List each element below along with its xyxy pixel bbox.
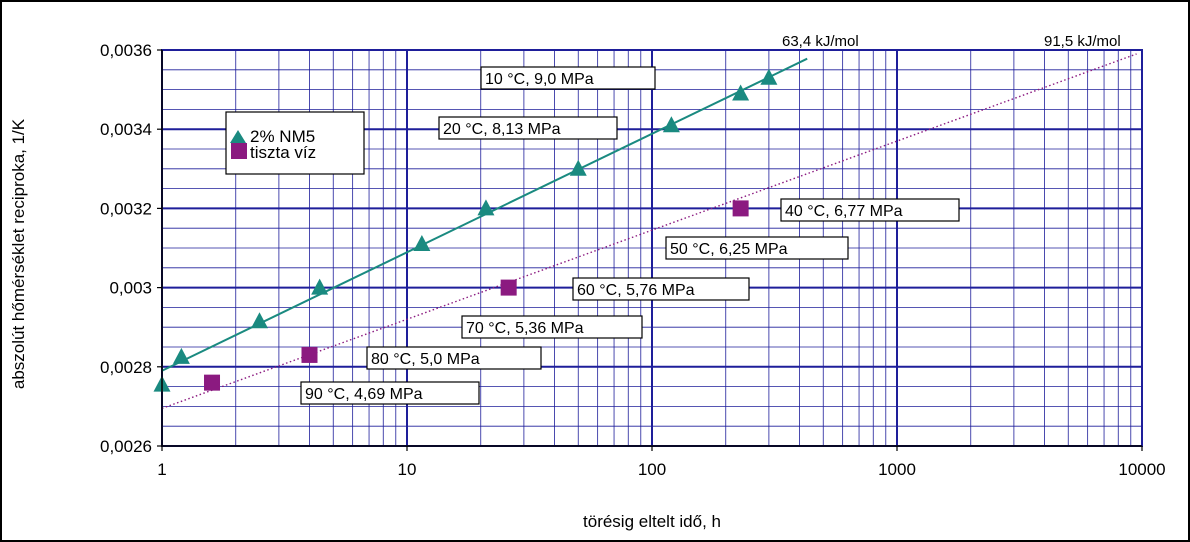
annotation-box: [438, 116, 618, 140]
annotation-text: 90 °C, 4,69 MPa: [305, 386, 423, 403]
trendline: [161, 53, 1137, 410]
annotation-label: 80 °C, 5,0 MPa: [366, 346, 542, 370]
data-point-2pct-nm5: [760, 68, 778, 85]
y-tick-label: 0,0028: [100, 358, 152, 377]
x-axis-label: törésig eltelt idő, h: [583, 512, 721, 531]
legend-marker-tiszta-viz: [231, 143, 247, 159]
x-tick-label: 100: [638, 460, 666, 479]
data-point-2pct-nm5: [311, 278, 329, 295]
annotation-label: 40 °C, 6,77 MPa: [780, 198, 960, 222]
annotation-text: 40 °C, 6,77 MPa: [785, 203, 903, 220]
annotation-box: [665, 236, 849, 260]
annotation-label: 10 °C, 9,0 MPa: [480, 66, 656, 90]
x-tick-label: 10: [398, 460, 417, 479]
data-point-2pct-nm5: [250, 312, 268, 329]
annotation-label: 70 °C, 5,36 MPa: [461, 315, 643, 339]
trendline-label: 91,5 kJ/mol: [1044, 33, 1121, 50]
data-point-2pct-nm5: [569, 159, 587, 176]
legend-marker-2pct-nm5: [230, 130, 246, 143]
trendline-label: 63,4 kJ/mol: [782, 33, 859, 50]
annotation-box: [480, 66, 656, 90]
annotation-text: 60 °C, 5,76 MPa: [577, 282, 695, 299]
y-tick-label: 0,0036: [100, 41, 152, 60]
annotation-text: 50 °C, 6,25 MPa: [670, 241, 788, 258]
annotation-text: 20 °C, 8,13 MPa: [443, 121, 561, 138]
data-markers: [153, 68, 778, 392]
data-point-2pct-nm5: [413, 235, 431, 252]
data-point-2pct-nm5: [172, 347, 190, 364]
x-tick-label: 1: [157, 460, 166, 479]
annotation-label: 20 °C, 8,13 MPa: [438, 116, 618, 140]
data-point-2pct-nm5: [477, 199, 495, 216]
y-tick-label: 0,003: [109, 279, 152, 298]
annotation-box: [461, 315, 643, 339]
annotations: 10 °C, 9,0 MPa 20 °C, 8,13 MPa 40 °C, 6,77…: [300, 66, 960, 405]
legend-label-2pct-nm5: 2% NM5: [250, 127, 315, 146]
data-point-tiszta-viz: [732, 200, 749, 217]
annotation-text: 10 °C, 9,0 MPa: [485, 71, 594, 88]
data-point-tiszta-viz: [500, 279, 517, 296]
legend: 2% NM5 tiszta víz: [225, 111, 365, 175]
annotation-box: [572, 277, 750, 301]
annotation-box: [300, 381, 480, 405]
annotation-label: 90 °C, 4,69 MPa: [300, 381, 480, 405]
annotation-box: [366, 346, 542, 370]
y-axis-label: abszolút hőmérséklet reciproka, 1/K: [9, 118, 28, 389]
annotation-label: 60 °C, 5,76 MPa: [572, 277, 750, 301]
annotation-text: 70 °C, 5,36 MPa: [466, 320, 584, 337]
y-tick-label: 0,0034: [100, 120, 152, 139]
x-tick-label: 1000: [878, 460, 916, 479]
data-point-tiszta-viz: [301, 346, 318, 363]
y-tick-label: 0,0032: [100, 199, 152, 218]
legend-box: [225, 111, 365, 175]
x-tick-label: 10000: [1118, 460, 1165, 479]
y-tick-label: 0,0026: [100, 437, 152, 456]
annotation-label: 50 °C, 6,25 MPa: [665, 236, 849, 260]
annotation-text: 80 °C, 5,0 MPa: [371, 351, 480, 368]
data-point-2pct-nm5: [662, 116, 680, 133]
axes: 1 10 100 1000 10000 0,0026 0,0028 0,003 0,0032 0,…: [100, 41, 1166, 479]
legend-label-tiszta-viz: tiszta víz: [250, 143, 316, 162]
data-point-tiszta-viz: [204, 374, 221, 391]
data-point-2pct-nm5: [732, 84, 750, 101]
annotation-box: [780, 198, 960, 222]
